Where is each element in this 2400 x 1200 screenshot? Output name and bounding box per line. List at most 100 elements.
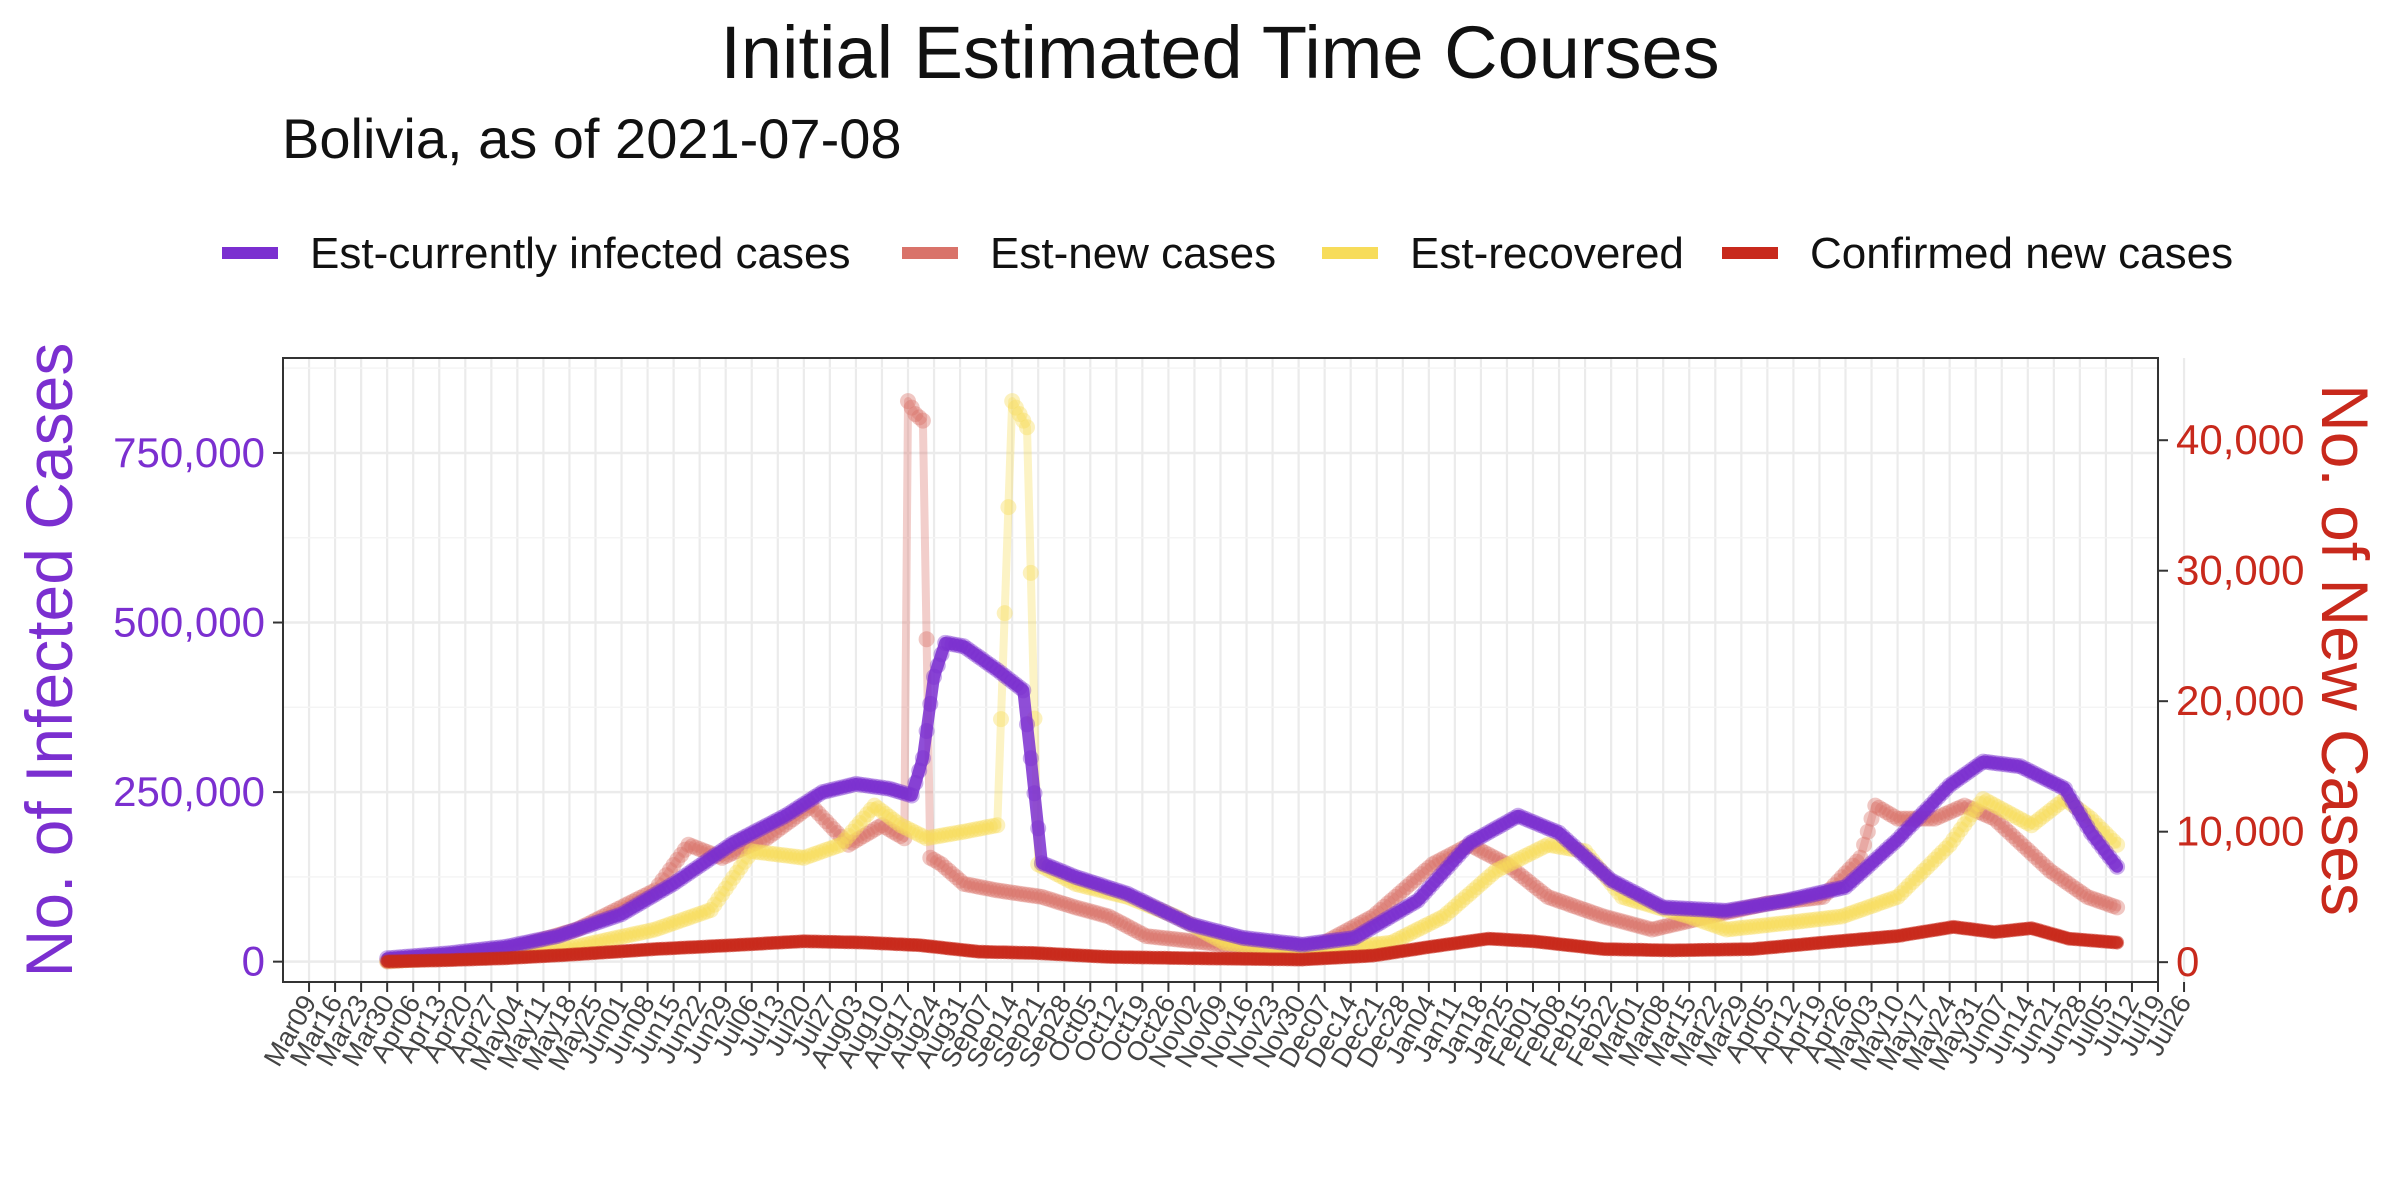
series-point: [933, 856, 950, 873]
series-point: [862, 801, 879, 818]
series-point: [2019, 841, 2036, 858]
series-point: [1606, 874, 1623, 891]
series-point: [937, 634, 954, 651]
series-point: [1952, 799, 1969, 816]
series-point: [747, 823, 764, 840]
series-point: [1074, 901, 1091, 918]
series-point: [725, 869, 742, 886]
series-point: [1889, 831, 1906, 848]
series-point: [513, 935, 530, 952]
series-point: [602, 931, 619, 948]
series-point: [2090, 834, 2107, 851]
series-point: [1770, 893, 1787, 910]
series-point: [1923, 855, 1940, 872]
series-point: [546, 928, 563, 945]
series-point: [1528, 880, 1545, 896]
series-point: [1621, 882, 1638, 898]
series-point: [1551, 824, 1567, 841]
series-point: [1532, 883, 1549, 899]
series-point: [1781, 891, 1798, 908]
series-point: [866, 778, 883, 795]
series-point: [1011, 885, 1028, 902]
series-point: [1260, 932, 1277, 949]
series-point: [676, 911, 693, 928]
series-point: [1856, 900, 1873, 917]
series-point: [661, 862, 678, 879]
series-point: [825, 839, 842, 856]
series-point: [1662, 917, 1679, 934]
series-point: [1811, 885, 1828, 901]
series-point: [1015, 412, 1032, 429]
series-point: [859, 825, 876, 842]
series-point: [1565, 838, 1582, 855]
series-point: [792, 849, 809, 866]
series-point: [1830, 880, 1847, 897]
series-point: [1480, 869, 1497, 886]
series-point: [1067, 899, 1084, 916]
series-point: [1565, 898, 1582, 915]
series-point: [2042, 862, 2059, 879]
series-point: [639, 890, 656, 907]
series-point: [580, 917, 597, 934]
series-point: [814, 784, 831, 801]
series-point: [1398, 927, 1415, 944]
series-point: [855, 777, 872, 793]
series-point: [1707, 902, 1724, 919]
series-point: [2083, 824, 2099, 841]
series-point: [1978, 754, 1995, 770]
series-point: [2109, 858, 2126, 875]
series-point: [1539, 820, 1556, 837]
series-point: [2094, 839, 2111, 856]
series-point: [1108, 882, 1125, 899]
series-point: [1528, 842, 1545, 859]
series-point: [1097, 878, 1114, 895]
legend-item: Est-new cases: [902, 229, 1276, 278]
series-point: [903, 822, 920, 839]
series-point: [721, 875, 738, 892]
series-point: [1372, 914, 1389, 931]
series-point: [1432, 910, 1448, 927]
series-point: [2034, 808, 2051, 825]
series-point: [1655, 918, 1672, 935]
series-point: [1632, 918, 1649, 935]
series-point: [650, 884, 667, 901]
series-point: [1997, 756, 2014, 773]
series-point: [2064, 878, 2081, 895]
series-point: [1532, 817, 1549, 834]
series-point: [1141, 896, 1158, 913]
series-point: [732, 831, 749, 848]
series-point: [1231, 928, 1248, 945]
series-point: [1915, 862, 1932, 879]
series-point: [807, 845, 823, 862]
series-point: [952, 872, 969, 889]
series-point: [996, 883, 1013, 900]
series-point: [1893, 885, 1910, 902]
series-point: [900, 393, 916, 410]
series-point: [1458, 839, 1474, 856]
series-point: [1952, 821, 1969, 838]
series-point: [1182, 916, 1199, 933]
series-point: [974, 820, 991, 837]
series-point: [1651, 919, 1668, 936]
series-point: [963, 643, 980, 660]
series-point: [1874, 894, 1891, 911]
series-point: [747, 843, 764, 860]
series-point: [706, 896, 723, 913]
series-point: [1621, 915, 1638, 932]
series-point: [1666, 916, 1683, 933]
series-point: [1446, 898, 1463, 915]
series-point: [1100, 879, 1117, 896]
series-point: [1361, 921, 1378, 938]
legend: Est-currently infected cases Est-new case…: [222, 229, 2233, 278]
series-point: [929, 828, 946, 845]
series-point: [1175, 932, 1192, 949]
series-point: [1004, 393, 1021, 410]
series-point: [788, 800, 805, 817]
series-point: [1030, 888, 1047, 905]
series-point: [1778, 892, 1794, 909]
series-point: [840, 836, 857, 853]
series-point: [1513, 809, 1530, 826]
series-point: [1949, 800, 1966, 817]
series-point: [1517, 847, 1534, 864]
series-point: [777, 807, 794, 824]
